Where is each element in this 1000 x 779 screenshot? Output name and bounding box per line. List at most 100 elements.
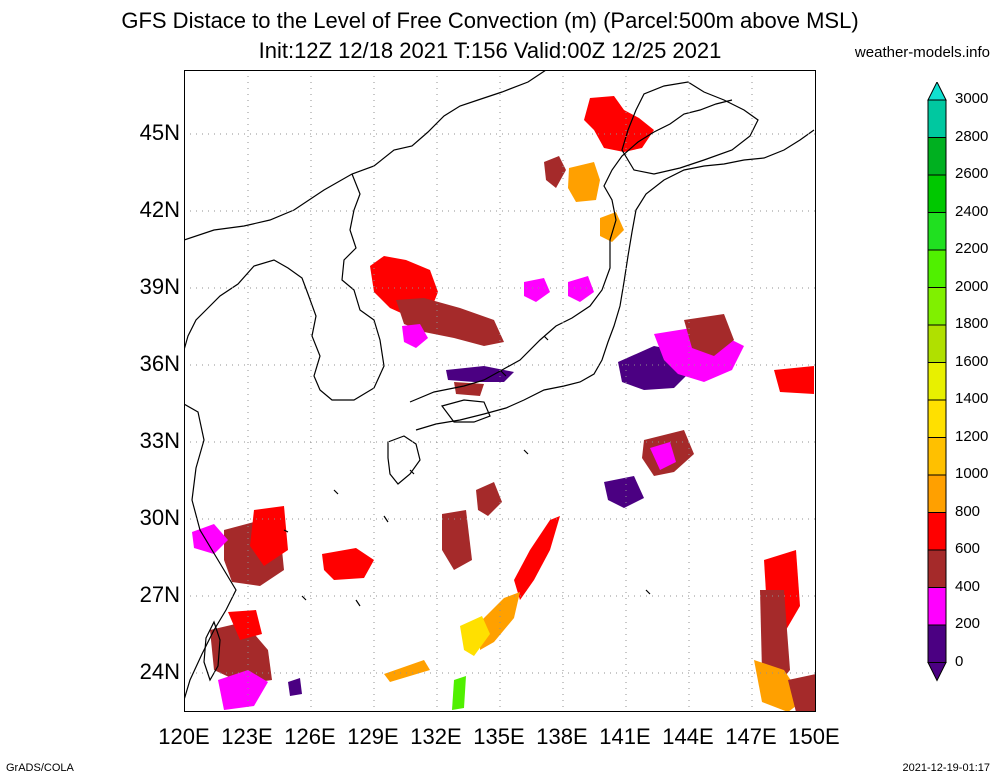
- lat-label-45n: 45N: [139, 120, 180, 145]
- shade-offshore-magenta: [650, 442, 676, 470]
- shade-korea-brown: [396, 298, 504, 346]
- footer-left: GrADS/COLA: [6, 762, 74, 774]
- shade-ne-brown2: [788, 674, 816, 712]
- shade-small-green: [452, 676, 466, 710]
- coastlines: [184, 70, 815, 701]
- lon-label-147e: 147E: [725, 724, 777, 749]
- shade-nansei-brown: [476, 482, 502, 516]
- lat-label-30n: 30N: [139, 505, 180, 530]
- lon-label-135e: 135E: [473, 724, 525, 749]
- lat-label-36n: 36N: [139, 351, 180, 376]
- shade-seaofjapan-magenta: [524, 278, 550, 302]
- colorbar-segment: [927, 99, 947, 138]
- colorbar-label: 0: [955, 652, 964, 670]
- shade-sw-magenta: [192, 524, 228, 554]
- shade-sw-red: [250, 506, 288, 566]
- colorbar-label: 1000: [955, 465, 989, 482]
- lon-label-129e: 129E: [347, 724, 399, 749]
- colorbar-segment: [927, 287, 947, 326]
- lon-label-138e: 138E: [536, 724, 588, 749]
- shade-izu-red: [514, 516, 560, 600]
- colorbar-segment: [927, 512, 947, 551]
- shade-central-brown: [442, 510, 472, 570]
- coastline-korea: [184, 173, 385, 401]
- shade-hokkaido-orange: [568, 162, 600, 202]
- colorbar-segment: [927, 324, 947, 363]
- coastline-honshu: [409, 99, 733, 403]
- colorbar-segment: [927, 212, 947, 251]
- shade-hokkaido-red: [584, 96, 654, 152]
- coastline-honshu-south: [415, 129, 815, 431]
- map-canvas: [184, 70, 816, 712]
- map-title: GFS Distace to the Level of Free Convect…: [121, 8, 859, 33]
- lfc-shading: [192, 96, 816, 712]
- map-subtitle: Init:12Z 12/18 2021 T:156 Valid:00Z 12/2…: [258, 38, 722, 63]
- colorbar-segment: [927, 549, 947, 588]
- coastline-kyushu: [387, 435, 421, 485]
- shade-izu-yellow: [460, 616, 490, 656]
- lat-label-24n: 24N: [139, 659, 180, 684]
- lat-label-42n: 42N: [139, 197, 180, 222]
- colorbar-label: 2600: [955, 165, 989, 182]
- coastline-shikoku: [440, 399, 491, 423]
- colorbar-label: 1200: [955, 427, 989, 445]
- lat-label-39n: 39N: [139, 274, 180, 299]
- site-credit: weather-models.info: [854, 44, 990, 61]
- shade-korea-magenta: [402, 324, 428, 348]
- footer-right: 2021-12-19-01:17: [902, 762, 990, 774]
- lon-label-123e: 123E: [221, 724, 273, 749]
- colorbar-label: 600: [955, 540, 981, 557]
- shade-east-red: [774, 366, 814, 394]
- coastline-china-east: [184, 403, 237, 701]
- coastline-taiwan: [203, 620, 221, 682]
- shade-honshu-n-orange: [600, 212, 624, 242]
- colorbar-label: 1600: [955, 352, 989, 370]
- colorbar-label: 200: [955, 615, 981, 632]
- shade-small-indigo: [288, 678, 302, 696]
- shade-offshore-indigo: [604, 476, 644, 508]
- shade-tohoku-magenta: [568, 276, 594, 302]
- shade-taiwan-red: [228, 610, 262, 640]
- lat-label-27n: 27N: [139, 582, 180, 607]
- colorbar-label: 1400: [955, 390, 989, 407]
- shade-sea-brown: [544, 156, 566, 188]
- coastline-islands: [283, 335, 651, 607]
- colorbar-arrow-top: [927, 82, 947, 101]
- lat-label-33n: 33N: [139, 428, 180, 453]
- lon-label-126e: 126E: [284, 724, 336, 749]
- shade-okinawa-red: [322, 548, 374, 580]
- shade-east-brown: [684, 314, 734, 356]
- lon-label-141e: 141E: [599, 724, 651, 749]
- colorbar-label: 2000: [955, 277, 989, 295]
- colorbar-label: 400: [955, 577, 981, 595]
- colorbar-label: 1800: [955, 315, 989, 332]
- colorbar-segment: [927, 174, 947, 213]
- colorbar-arrow-bottom: [927, 662, 947, 682]
- colorbar-segment: [927, 399, 947, 438]
- colorbar-segment: [927, 362, 947, 401]
- colorbar-label: 800: [955, 502, 981, 520]
- colorbar-label: 2400: [955, 202, 989, 220]
- lon-label-120e: 120E: [158, 724, 210, 749]
- shade-small-orange: [384, 660, 430, 682]
- lon-label-150e: 150E: [788, 724, 840, 749]
- colorbar-label: 3000: [955, 90, 989, 107]
- colorbar-segment: [927, 249, 947, 288]
- colorbar-label: 2800: [955, 127, 989, 145]
- shade-kyushu-indigo: [446, 366, 514, 382]
- lon-label-144e: 144E: [662, 724, 714, 749]
- colorbar-segment: [927, 474, 947, 513]
- shade-kyushu-brown: [454, 382, 484, 396]
- coastline-hokkaido: [621, 81, 759, 175]
- colorbar-label: 2200: [955, 240, 989, 257]
- colorbar-segment: [927, 137, 947, 176]
- coastline-asia: [184, 70, 547, 241]
- colorbar: [927, 82, 947, 682]
- colorbar-segment: [927, 587, 947, 626]
- colorbar-segment: [927, 437, 947, 476]
- colorbar-segment: [927, 624, 947, 663]
- shade-izu-orange: [480, 592, 520, 650]
- shade-taiwan-magenta: [218, 670, 268, 710]
- lon-label-132e: 132E: [410, 724, 462, 749]
- shade-taiwan-brown: [210, 622, 272, 684]
